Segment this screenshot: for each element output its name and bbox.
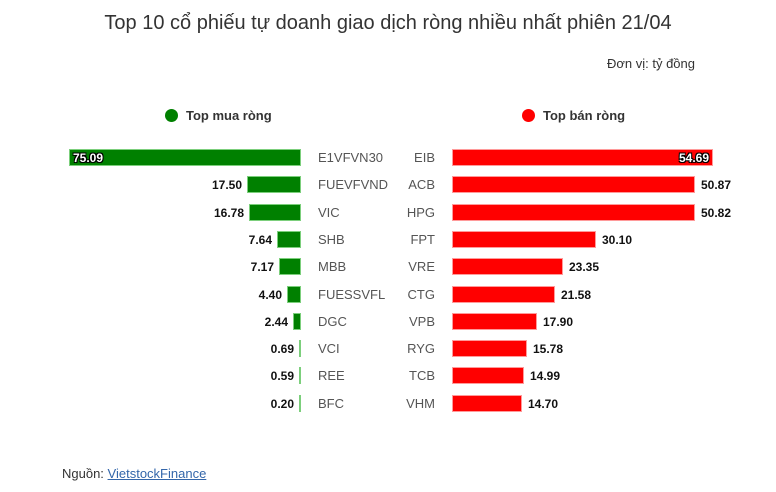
sell-bar[interactable] [452,286,555,303]
buy-bar[interactable] [69,149,301,166]
sell-value: 17.90 [543,315,574,329]
sell-bar[interactable] [452,231,596,248]
buy-ticker: FUESSVFL [318,287,386,302]
buy-value: 7.17 [250,260,274,274]
buy-value: 0.69 [270,342,294,356]
buy-value: 4.40 [258,288,282,302]
sell-ticker: EIB [414,150,435,165]
sell-ticker: CTG [407,287,435,302]
buy-bar[interactable] [287,286,301,303]
buy-ticker: REE [318,368,345,383]
table-row: 7.17 MBB VRE 23.35 [0,258,776,276]
legend-sell-label: Top bán ròng [543,108,626,123]
legend-sell: Top bán ròng [522,108,625,123]
buy-ticker: VCI [318,341,340,356]
sell-bar[interactable] [452,395,522,412]
sell-ticker: VRE [408,259,435,274]
legend-buy: Top mua ròng [165,108,272,123]
sell-value: 50.82 [701,206,732,220]
buy-value: 0.59 [270,369,294,383]
buy-ticker: VIC [318,205,340,220]
buy-value: 0.20 [270,397,294,411]
sell-bar[interactable] [452,149,713,166]
sell-bar[interactable] [452,367,524,384]
sell-bar[interactable] [452,313,537,330]
table-row: 0.69 VCI RYG 15.78 [0,340,776,358]
sell-value: 15.78 [533,342,564,356]
red-dot-icon [522,109,535,122]
buy-bar[interactable] [299,395,301,412]
table-row: 16.78 VIC HPG 50.82 [0,204,776,222]
table-row: 0.20 BFC VHM 14.70 [0,395,776,413]
buy-ticker: DGC [318,314,347,329]
buy-bar[interactable] [293,313,301,330]
buy-ticker: E1VFVN30 [318,150,384,165]
buy-bar[interactable] [299,367,301,384]
buy-bar[interactable] [249,204,301,221]
buy-value: 17.50 [211,178,242,192]
table-row: 7.64 SHB FPT 30.10 [0,231,776,249]
source-footer: Nguồn: VietstockFinance [62,466,206,481]
buy-ticker: MBB [318,259,347,274]
buy-value: 7.64 [248,233,272,247]
buy-value: 16.78 [213,206,244,220]
table-row: 17.50 FUEVFVND ACB 50.87 [0,176,776,194]
sell-value: 21.58 [561,288,592,302]
buy-value: 75.09 [73,151,104,165]
buy-ticker: SHB [318,232,345,247]
sell-value: 14.99 [530,369,561,383]
buy-bar[interactable] [279,258,301,275]
sell-ticker: HPG [406,205,435,220]
buy-ticker: FUEVFVND [318,177,389,192]
sell-ticker: VHM [406,396,435,411]
sell-ticker: ACB [408,177,435,192]
sell-value: 54.69 [678,151,709,165]
sell-value: 30.10 [602,233,633,247]
source-prefix: Nguồn: [62,466,108,481]
sell-value: 50.87 [701,178,732,192]
table-row: 4.40 FUESSVFL CTG 21.58 [0,286,776,304]
sell-bar[interactable] [452,176,695,193]
buy-bar[interactable] [299,340,301,357]
sell-ticker: RYG [407,341,435,356]
buy-bar[interactable] [277,231,301,248]
sell-bar[interactable] [452,340,527,357]
green-dot-icon [165,109,178,122]
sell-ticker: TCB [409,368,435,383]
table-row: 2.44 DGC VPB 17.90 [0,313,776,331]
unit-label: Đơn vị: tỷ đồng [606,56,695,71]
buy-bar[interactable] [247,176,301,193]
legend-buy-label: Top mua ròng [186,108,272,123]
sell-ticker: FPT [410,232,435,247]
sell-value: 23.35 [569,260,600,274]
sell-ticker: VPB [408,314,435,329]
sell-bar[interactable] [452,204,695,221]
sell-value: 14.70 [528,397,559,411]
table-row: 0.59 REE TCB 14.99 [0,367,776,385]
chart-title: Top 10 cổ phiếu tự doanh giao dịch ròng … [104,12,672,34]
sell-bar[interactable] [452,258,563,275]
table-row: 75.09 E1VFVN30 EIB 54.69 [0,149,776,167]
buy-ticker: BFC [318,396,344,411]
source-link[interactable]: VietstockFinance [107,466,207,481]
buy-value: 2.44 [264,315,288,329]
